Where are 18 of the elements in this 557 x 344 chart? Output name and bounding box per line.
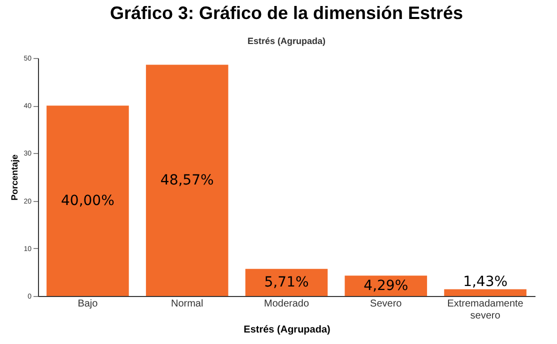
data-label: 48,57% bbox=[160, 172, 214, 188]
x-tick-label: Severo bbox=[370, 298, 402, 310]
data-label: 1,43% bbox=[463, 274, 508, 290]
data-label: 5,71% bbox=[264, 274, 309, 290]
x-tick-label: Bajo bbox=[78, 298, 98, 310]
bar bbox=[444, 289, 526, 296]
data-label: 4,29% bbox=[364, 278, 408, 294]
bar bbox=[245, 268, 328, 296]
x-tick-label: Extremadamente severo bbox=[447, 298, 524, 322]
bar bbox=[46, 106, 129, 296]
chart-subtitle: Estrés (Agrupada) bbox=[247, 36, 326, 46]
x-tick-label: Normal bbox=[170, 298, 204, 310]
x-tick-label: Moderado bbox=[264, 298, 310, 310]
data-label: 40,00% bbox=[61, 192, 114, 209]
bar bbox=[146, 64, 228, 296]
y-axis-title: Porcentaje bbox=[10, 154, 20, 201]
chart-title: Gráfico 3: Gráfico de la dimensión Estrés bbox=[110, 3, 464, 23]
x-axis-title: Estrés (Agrupada) bbox=[244, 324, 330, 336]
